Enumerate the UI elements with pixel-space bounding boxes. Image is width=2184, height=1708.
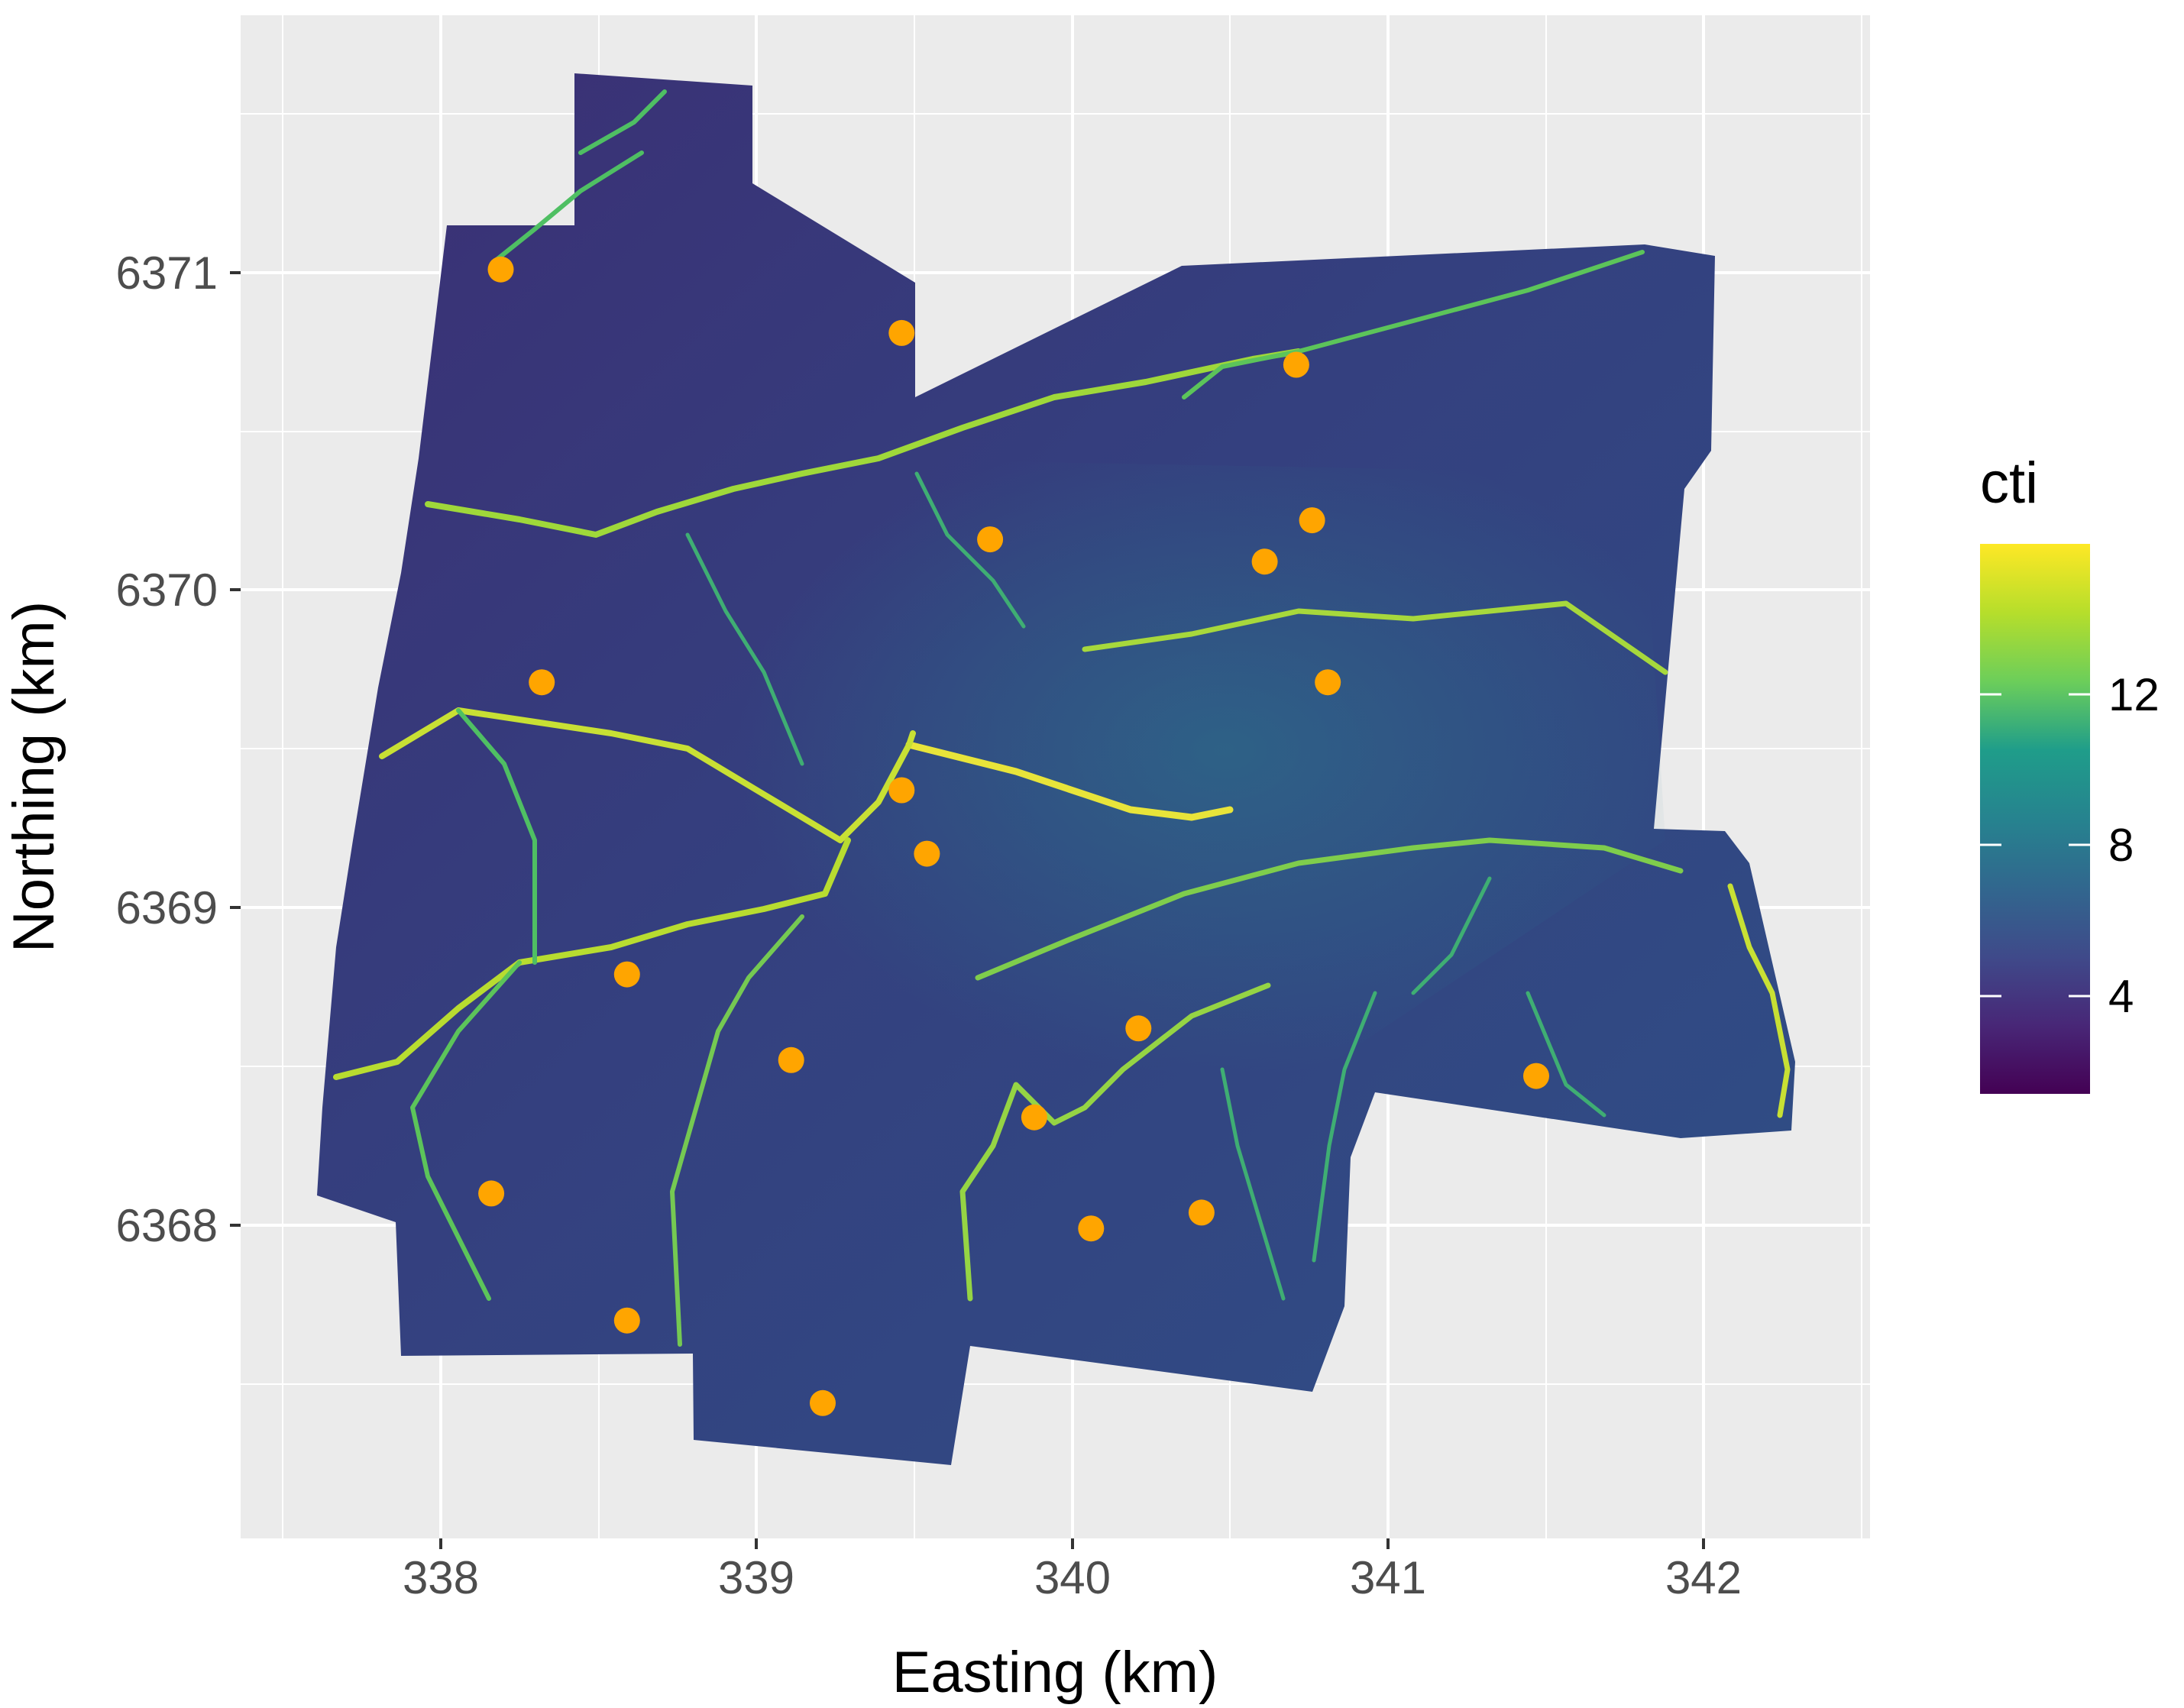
sample-point xyxy=(487,256,514,283)
sample-point xyxy=(914,840,940,867)
y-axis-title: Northing (km) xyxy=(2,601,66,953)
x-tick-label: 338 xyxy=(403,1552,479,1603)
sample-point xyxy=(1021,1104,1047,1131)
stream-central-west xyxy=(379,707,916,843)
sample-point xyxy=(1523,1063,1549,1089)
sample-point xyxy=(529,669,555,696)
stream-minor-2 xyxy=(1220,991,1377,1301)
stream-minor-3 xyxy=(1411,876,1606,1118)
sample-point xyxy=(1251,548,1278,575)
sample-point xyxy=(613,1307,640,1334)
legend: cti 12 8 4 xyxy=(1980,451,2160,1094)
sample-point xyxy=(1283,351,1309,378)
sample-point xyxy=(888,319,915,346)
y-axis-tick-labels: 6368 6369 6370 6371 xyxy=(116,247,218,1251)
legend-label: 8 xyxy=(2108,820,2134,871)
sample-point xyxy=(613,961,640,988)
sample-point xyxy=(977,526,1004,553)
stream-east-edge xyxy=(1727,883,1791,1118)
stream-minor-1 xyxy=(685,471,1026,766)
sample-point xyxy=(810,1389,836,1416)
stream-network xyxy=(333,89,1791,1347)
sample-point xyxy=(1078,1215,1105,1242)
sample-point xyxy=(1125,1015,1152,1042)
x-axis-title: Easting (km) xyxy=(892,1640,1218,1705)
legend-label: 12 xyxy=(2108,669,2160,720)
stream-northwest xyxy=(456,89,667,965)
x-axis-tick-labels: 338 339 340 341 342 xyxy=(403,1552,1742,1603)
x-axis-ticks xyxy=(439,1538,1705,1549)
legend-colorbar xyxy=(1980,544,2090,1094)
cti-raster xyxy=(317,73,1795,1465)
stream-south-branch xyxy=(670,914,804,1347)
legend-ticks xyxy=(1980,693,2090,998)
y-tick-label: 6370 xyxy=(116,564,218,616)
stream-main-north xyxy=(425,348,1302,538)
y-tick-label: 6371 xyxy=(116,247,218,299)
stream-central xyxy=(905,741,1234,821)
sample-points xyxy=(478,256,1549,1416)
stream-east-mid xyxy=(975,837,1684,981)
sample-point xyxy=(1188,1199,1215,1226)
sample-point xyxy=(1299,507,1325,534)
stream-southwest xyxy=(333,837,851,1080)
sample-point xyxy=(1315,669,1341,696)
stream-west-branch xyxy=(410,960,522,1301)
x-tick-label: 341 xyxy=(1350,1552,1426,1603)
sample-point xyxy=(888,777,915,804)
stream-east-upper xyxy=(1082,600,1668,675)
stream-southeast xyxy=(959,982,1271,1302)
y-axis-ticks xyxy=(230,271,241,1227)
stream-north-east xyxy=(1182,250,1645,400)
legend-label: 4 xyxy=(2108,971,2134,1022)
x-tick-label: 339 xyxy=(718,1552,794,1603)
legend-title: cti xyxy=(1980,451,2038,516)
y-tick-label: 6368 xyxy=(116,1200,218,1251)
x-tick-label: 342 xyxy=(1665,1552,1742,1603)
y-tick-label: 6369 xyxy=(116,882,218,933)
sample-point xyxy=(778,1046,804,1073)
x-tick-label: 340 xyxy=(1034,1552,1111,1603)
sample-point xyxy=(478,1180,505,1207)
